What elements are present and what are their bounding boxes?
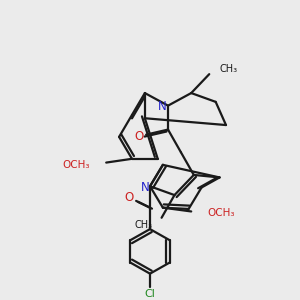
Text: O: O xyxy=(135,130,144,143)
Text: OCH₃: OCH₃ xyxy=(63,160,90,170)
Text: N: N xyxy=(141,181,149,194)
Text: OCH₃: OCH₃ xyxy=(207,208,235,218)
Text: CH₃: CH₃ xyxy=(134,220,153,230)
Text: Cl: Cl xyxy=(145,289,155,299)
Text: N: N xyxy=(158,100,167,113)
Text: O: O xyxy=(124,191,134,205)
Text: CH₃: CH₃ xyxy=(219,64,237,74)
